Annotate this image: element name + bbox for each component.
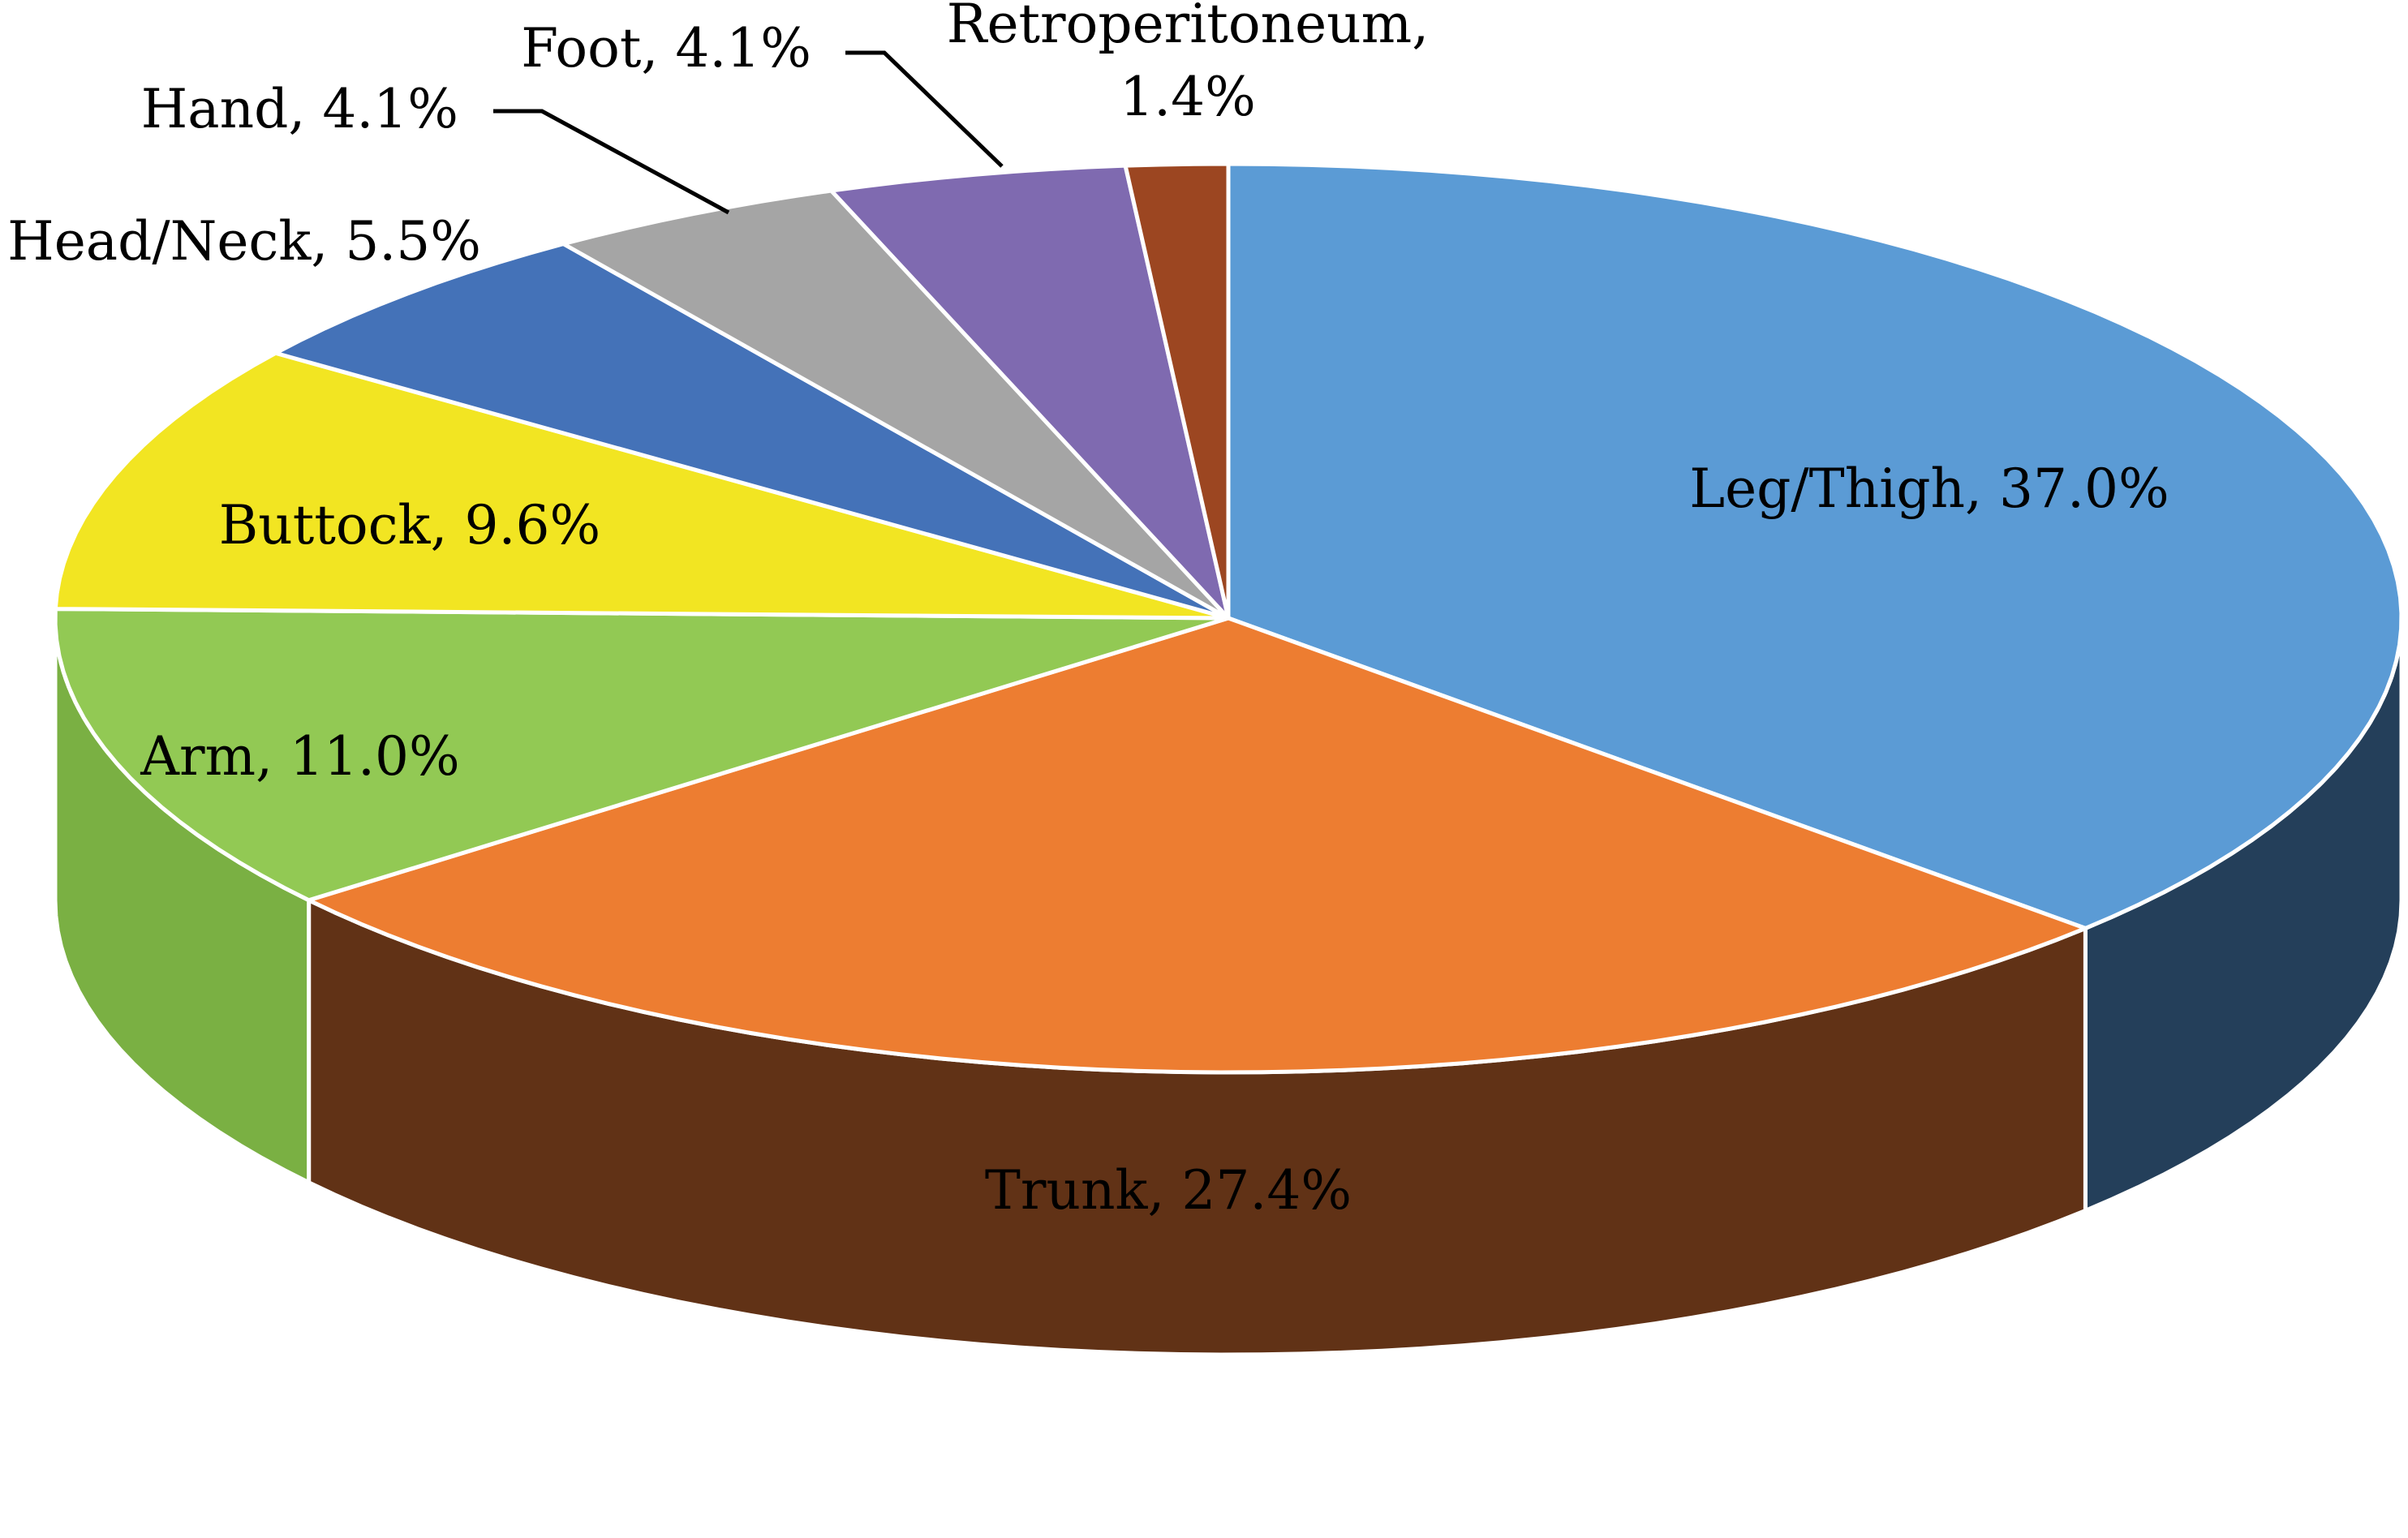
- leader-line-foot: [845, 50, 1004, 168]
- slice-label-line: Head/Neck, 5.5%: [7, 210, 481, 273]
- pie-slices: [53, 161, 2404, 1075]
- leader-lines: [493, 50, 1004, 215]
- slice-label-trunk: Trunk, 27.4%: [985, 1159, 1352, 1222]
- pie-slice-retroperitoneum: [1123, 161, 1231, 621]
- slice-labels: Leg/Thigh, 37.0% Trunk, 27.4% Arm, 11.0% Bu…: [7, 0, 2169, 1222]
- slice-label-line: 1.4%: [1120, 66, 1256, 128]
- slice-label-foot: Foot, 4.1%: [521, 17, 811, 79]
- slice-label-line: Arm, 11.0%: [140, 725, 459, 788]
- pie-slice-trunk: [307, 616, 2088, 1075]
- pie-slice-head-neck: [273, 242, 1231, 621]
- slice-label-hand: Hand, 4.1%: [141, 78, 458, 140]
- pie-slice-hand: [561, 188, 1231, 621]
- slice-label-line: Hand, 4.1%: [141, 78, 458, 140]
- slice-label-line: Trunk, 27.4%: [985, 1159, 1352, 1222]
- slice-label-line: Leg/Thigh, 37.0%: [1689, 458, 2169, 520]
- slice-label-line: Retroperitoneum,: [947, 0, 1429, 55]
- pie-slice-arm: [53, 607, 1231, 903]
- pie-slice-leg-thigh: [1226, 161, 2404, 930]
- pie-slice-buttock: [53, 350, 1231, 621]
- slice-label-buttock: Buttock, 9.6%: [219, 494, 600, 556]
- leader-line-hand: [493, 109, 730, 215]
- slice-label-arm: Arm, 11.0%: [140, 725, 459, 788]
- slice-label-leg-thigh: Leg/Thigh, 37.0%: [1689, 458, 2169, 520]
- slice-label-line: Foot, 4.1%: [521, 17, 811, 79]
- slice-label-retroperitoneum: Retroperitoneum, 1.4%: [947, 0, 1429, 128]
- slice-label-line: Buttock, 9.6%: [219, 494, 600, 556]
- pie-slice-foot: [829, 163, 1231, 621]
- slice-label-head-neck: Head/Neck, 5.5%: [7, 210, 481, 273]
